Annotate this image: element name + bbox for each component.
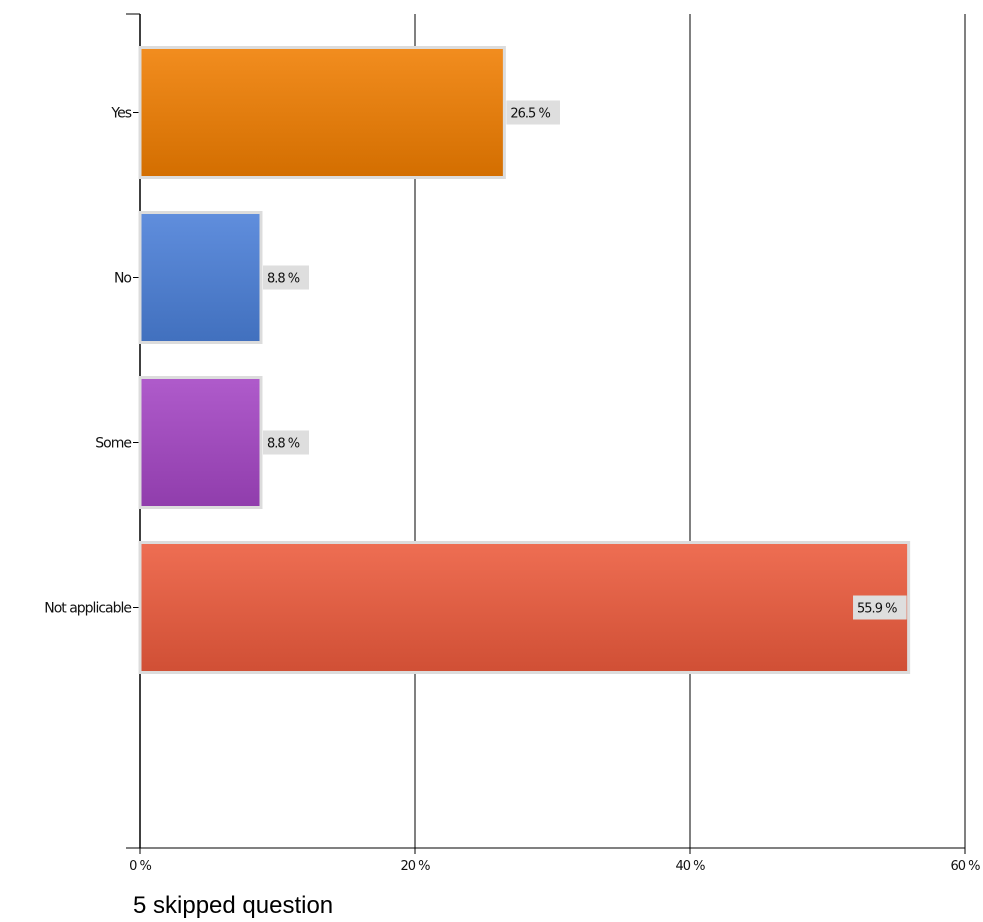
category-label: No	[114, 271, 131, 287]
bar-yes	[140, 48, 504, 178]
data-label: 8.8 %	[267, 437, 300, 452]
bar-chart: 0 % 20 % 40 % 60 % Yes 26.5 % No 8.8 % Some 8.8 %…	[0, 0, 983, 890]
data-label: 8.8 %	[267, 272, 300, 287]
x-tick-label: 20 %	[400, 859, 430, 874]
x-tick-label: 0 %	[129, 859, 151, 874]
data-label: 55.9 %	[857, 602, 897, 617]
category-label: Some	[95, 436, 131, 452]
bar-some	[140, 378, 261, 508]
category-label: Not applicable	[44, 601, 131, 617]
bar-not-applicable	[140, 543, 909, 673]
x-tick-label: 40 %	[675, 859, 705, 874]
category-label: Yes	[110, 106, 131, 122]
bars	[140, 48, 909, 673]
data-label: 26.5 %	[510, 107, 550, 122]
x-tick-label: 60 %	[950, 859, 980, 874]
skipped-question-note: 5 skipped question	[133, 892, 333, 920]
bar-no	[140, 213, 261, 343]
